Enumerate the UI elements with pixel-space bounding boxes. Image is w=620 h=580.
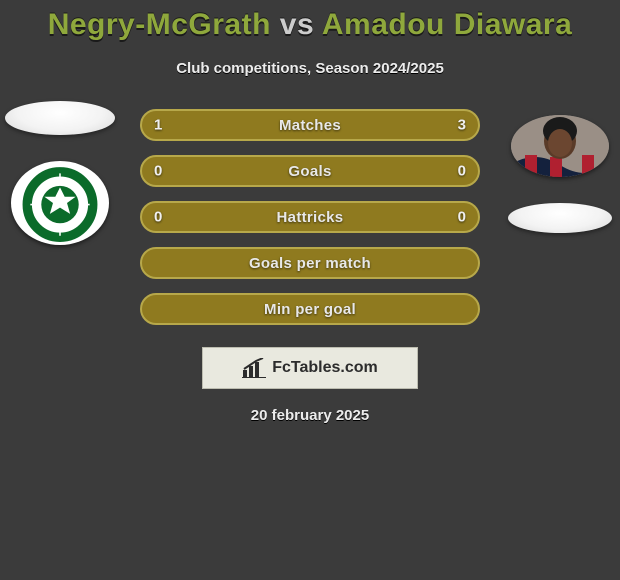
stat-label: Min per goal bbox=[264, 301, 356, 318]
player2-photo bbox=[511, 115, 609, 177]
subtitle: Club competitions, Season 2024/2025 bbox=[0, 60, 620, 77]
title-vs: vs bbox=[280, 8, 314, 41]
comparison-arena: 1 Matches 3 0 Goals 0 0 Hattricks 0 Goal… bbox=[0, 109, 620, 424]
stat-row-matches: 1 Matches 3 bbox=[140, 109, 480, 141]
player1-club-badge bbox=[11, 161, 109, 245]
player1-placeholder-oval bbox=[5, 101, 115, 135]
title-player1: Negry-McGrath bbox=[48, 8, 271, 41]
stat-label: Hattricks bbox=[277, 209, 344, 226]
stat-right-value: 0 bbox=[458, 163, 466, 180]
stat-bars: 1 Matches 3 0 Goals 0 0 Hattricks 0 Goal… bbox=[140, 109, 480, 325]
stat-right-value: 3 bbox=[458, 117, 466, 134]
stat-label: Goals per match bbox=[249, 255, 371, 272]
right-side-column bbox=[500, 115, 620, 233]
stat-right-value: 0 bbox=[458, 209, 466, 226]
player-photo-icon bbox=[511, 115, 609, 177]
stat-row-goals: 0 Goals 0 bbox=[140, 155, 480, 187]
brand-text: FcTables.com bbox=[272, 359, 378, 377]
stat-label: Goals bbox=[288, 163, 331, 180]
title-player2: Amadou Diawara bbox=[322, 8, 572, 41]
page-title: Negry-McGrath vs Amadou Diawara bbox=[0, 0, 620, 42]
date-text: 20 february 2025 bbox=[0, 407, 620, 424]
bars-chart-icon bbox=[242, 358, 266, 378]
lommel-united-crest-icon bbox=[21, 164, 99, 242]
stat-label: Matches bbox=[279, 117, 341, 134]
brand-plaque: FcTables.com bbox=[202, 347, 418, 389]
stat-left-value: 1 bbox=[154, 117, 162, 134]
stat-left-value: 0 bbox=[154, 163, 162, 180]
left-side-column bbox=[0, 101, 120, 245]
stat-left-value: 0 bbox=[154, 209, 162, 226]
player2-club-placeholder-oval bbox=[508, 203, 612, 233]
stat-row-goals-per-match: Goals per match bbox=[140, 247, 480, 279]
stat-row-hattricks: 0 Hattricks 0 bbox=[140, 201, 480, 233]
stat-row-min-per-goal: Min per goal bbox=[140, 293, 480, 325]
